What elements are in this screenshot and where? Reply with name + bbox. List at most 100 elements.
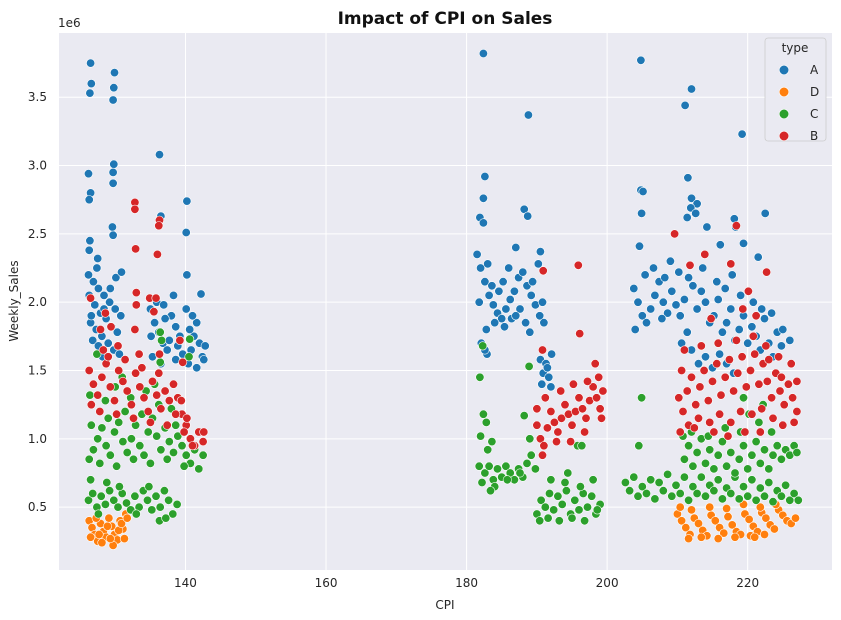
data-point <box>772 441 782 451</box>
data-point <box>147 505 157 515</box>
data-point <box>706 314 716 324</box>
data-point <box>759 445 769 455</box>
data-point <box>192 318 202 328</box>
data-point <box>630 324 640 334</box>
data-point <box>164 437 174 447</box>
data-point <box>90 300 100 310</box>
data-point <box>696 532 706 542</box>
data-point <box>681 523 691 533</box>
data-point <box>560 400 570 410</box>
data-point <box>743 338 753 348</box>
data-point <box>634 241 644 251</box>
data-point <box>120 355 130 365</box>
data-point <box>754 417 764 427</box>
data-point <box>169 290 179 300</box>
data-point <box>537 450 547 460</box>
data-point <box>588 382 598 392</box>
data-point <box>750 349 760 359</box>
legend-marker <box>778 64 790 76</box>
legend-marker <box>778 108 790 120</box>
data-point <box>629 283 639 293</box>
data-point <box>477 477 487 487</box>
data-point <box>478 218 488 228</box>
data-point <box>530 464 540 474</box>
data-point <box>710 516 720 526</box>
data-point <box>588 475 598 485</box>
data-point <box>577 441 587 451</box>
data-point <box>717 327 727 337</box>
data-point <box>713 534 723 544</box>
data-point <box>86 475 96 485</box>
data-point <box>543 513 553 523</box>
data-point <box>160 386 170 396</box>
data-point <box>675 502 685 512</box>
data-point <box>685 260 695 270</box>
data-point <box>85 88 95 98</box>
data-point <box>535 247 545 257</box>
data-point <box>736 290 746 300</box>
data-point <box>757 404 767 414</box>
data-point <box>156 404 166 414</box>
data-point <box>727 270 737 280</box>
data-point <box>109 159 119 169</box>
data-point <box>498 277 508 287</box>
data-point <box>751 311 761 321</box>
data-point <box>776 341 786 351</box>
data-point <box>192 363 202 373</box>
data-point <box>717 437 727 447</box>
series-c <box>84 327 803 526</box>
data-point <box>748 331 758 341</box>
data-point <box>682 386 692 396</box>
data-point <box>84 495 94 505</box>
data-point <box>483 445 493 455</box>
data-point <box>536 495 546 505</box>
data-point <box>764 477 774 487</box>
data-point <box>700 352 710 362</box>
data-point <box>563 468 573 478</box>
data-point <box>135 441 145 451</box>
data-point <box>546 382 556 392</box>
data-point <box>776 491 786 501</box>
data-point <box>485 486 495 496</box>
data-point <box>646 304 656 314</box>
data-point <box>524 361 534 371</box>
data-point <box>84 195 94 205</box>
data-point <box>487 281 497 291</box>
data-point <box>686 505 696 515</box>
data-point <box>172 499 182 509</box>
data-point <box>113 502 123 512</box>
data-point <box>682 327 692 337</box>
data-point <box>181 304 191 314</box>
data-point <box>738 393 748 403</box>
series-b <box>84 197 802 460</box>
data-point <box>580 516 590 526</box>
data-point <box>726 304 736 314</box>
data-point <box>700 297 710 307</box>
data-point <box>753 252 763 262</box>
data-point <box>137 363 147 373</box>
data-point <box>636 55 646 65</box>
data-point <box>162 454 172 464</box>
data-point <box>678 406 688 416</box>
data-point <box>178 357 188 367</box>
data-point <box>198 437 208 447</box>
data-point <box>723 512 733 522</box>
data-point <box>86 293 96 303</box>
data-point <box>122 513 132 523</box>
data-point <box>646 475 656 485</box>
data-point <box>105 486 115 496</box>
data-point <box>671 300 681 310</box>
data-point <box>712 277 722 287</box>
data-point <box>629 472 639 482</box>
data-point <box>472 249 482 259</box>
data-point <box>85 236 95 246</box>
data-point <box>535 311 545 321</box>
data-point <box>199 427 209 437</box>
data-point <box>675 311 685 321</box>
data-point <box>112 461 122 471</box>
data-point <box>188 311 198 321</box>
data-point <box>736 406 746 416</box>
data-point <box>679 294 689 304</box>
data-point <box>113 341 123 351</box>
data-point <box>164 495 174 505</box>
